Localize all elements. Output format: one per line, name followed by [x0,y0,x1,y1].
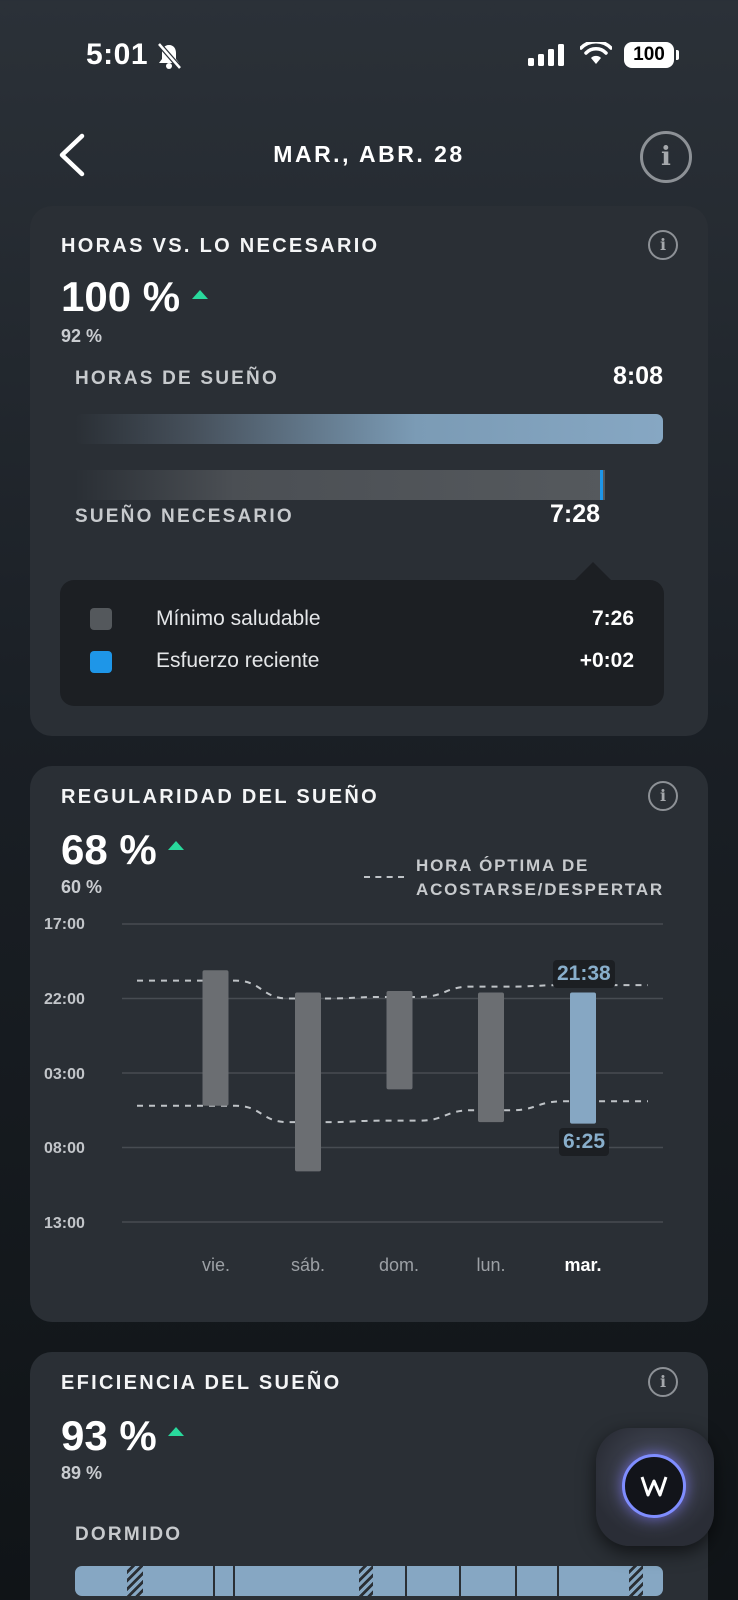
waketime-callout: 6:25 [559,1128,610,1156]
card-title: EFICIENCIA DEL SUEÑO [61,1372,342,1394]
hours-vs-needed-card: HORAS VS. LO NECESARIO i 100 % 92 % HORA… [30,206,708,736]
sleep-hours-value: 8:08 [612,362,663,390]
trend-up-icon [168,841,184,850]
previous-percentage: 60 % [61,877,103,897]
asleep-timeline-bar [75,1566,663,1596]
asleep-label: DORMIDO [75,1524,183,1545]
legend-minimum-value: 7:26 [591,607,634,630]
page-title: MAR., ABR. 28 [273,141,465,167]
regularity-percentage: 68 % [61,826,157,873]
w-logo-icon [622,1454,686,1518]
sleep-needed-breakdown: Mínimo saludable 7:26 Esfuerzo reciente … [60,580,664,706]
awake-segment [127,1566,143,1596]
segment-divider [459,1566,461,1596]
whoop-coach-button[interactable] [596,1428,714,1546]
trend-up-icon [168,1427,184,1436]
segment-divider [557,1566,559,1596]
legend-swatch-minimum [90,608,112,630]
sleep-needed-bar [75,470,605,500]
awake-segment [359,1566,373,1596]
y-tick-label: 08:00 [44,1140,85,1157]
signal-icon [528,44,564,66]
back-arrow-icon[interactable] [54,130,94,180]
wifi-icon [580,42,612,64]
sleep-bar [386,991,413,1090]
sleep-hours-label: HORAS DE SUEÑO [75,368,279,389]
x-tick-label: lun. [476,1255,506,1275]
info-icon[interactable]: i [648,1367,678,1397]
y-tick-label: 17:00 [44,916,85,933]
y-tick-label: 22:00 [44,991,85,1008]
bedtime-callout: 21:38 [553,960,615,988]
sleep-bar [202,970,229,1106]
sleep-needed-value: 7:28 [550,500,601,528]
info-icon[interactable]: i [640,131,692,183]
trend-up-icon [192,290,208,299]
x-tick-label: dom. [378,1255,420,1275]
sleep-regularity-card: REGULARIDAD DEL SUEÑO i 68 % 60 % HORA Ó… [30,766,708,1322]
efficiency-percentage: 93 % [61,1412,157,1459]
status-bar: 5:01 100 [0,0,738,100]
bell-muted-icon [157,42,182,70]
x-tick-label: vie. [201,1255,230,1275]
segment-divider [515,1566,517,1596]
legend-strain-value: +0:02 [579,649,634,672]
sleep-needed-marker [600,470,603,500]
optimal-waketime-line [137,1100,648,1124]
y-tick-label: 13:00 [44,1215,85,1232]
legend-minimum-label: Mínimo saludable [156,607,321,630]
legend-swatch-strain [90,651,112,673]
awake-segment [629,1566,643,1596]
tooltip-arrow [575,562,611,580]
info-icon[interactable]: i [648,781,678,811]
previous-percentage: 92 % [61,326,103,346]
status-time: 5:01 [86,38,149,71]
sleep-bar [295,992,321,1172]
card-title: HORAS VS. LO NECESARIO [61,235,380,257]
segment-divider [233,1566,235,1596]
previous-percentage: 89 % [61,1463,103,1483]
sleep-bar-selected [570,992,596,1124]
optimal-time-legend-label: HORA ÓPTIMA DE ACOSTARSE/DESPERTAR [416,856,664,899]
x-tick-label: sáb. [290,1255,326,1275]
sleep-needed-label: SUEÑO NECESARIO [75,506,294,527]
regularity-chart [122,923,663,1223]
card-title: REGULARIDAD DEL SUEÑO [61,786,379,808]
info-icon[interactable]: i [648,230,678,260]
sleep-hours-bar [75,414,663,444]
hours-percentage: 100 % [61,273,181,320]
y-tick-label: 03:00 [44,1066,85,1083]
segment-divider [213,1566,215,1596]
battery-indicator: 100 [624,42,679,68]
x-tick-label-selected: mar. [564,1255,602,1275]
sleep-bar [478,992,504,1123]
optimal-time-legend-line [364,876,404,878]
w-glyph [640,1476,668,1497]
legend-strain-label: Esfuerzo reciente [156,649,320,672]
sleep-efficiency-card: EFICIENCIA DEL SUEÑO i 93 % 89 % DORMIDO [30,1352,708,1600]
segment-divider [405,1566,407,1596]
